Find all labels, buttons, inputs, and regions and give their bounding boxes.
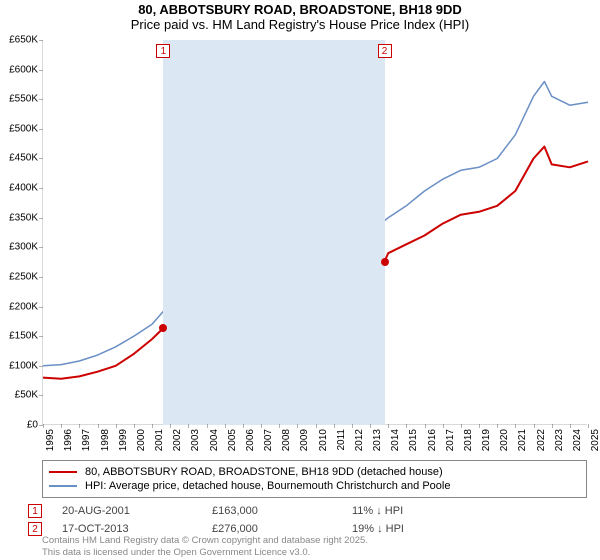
y-tick-label: £250K [9,271,38,282]
x-tick-label: 2022 [536,429,547,451]
x-tick-label: 2020 [499,429,510,451]
chart-subtitle: Price paid vs. HM Land Registry's House … [0,17,600,32]
x-tick-label: 1999 [118,429,129,451]
y-tick-label: £200K [9,301,38,312]
x-tick-label: 2019 [481,429,492,451]
sale-date-2: 17-OCT-2013 [62,523,212,535]
sale-marker-1: 1 [156,44,170,58]
x-tick-label: 2004 [209,429,220,451]
y-tick-label: £600K [9,64,38,75]
sale-marker-box-2: 2 [28,522,42,536]
x-tick-label: 2017 [445,429,456,451]
sale-record-1: 1 20-AUG-2001 £163,000 11% ↓ HPI [28,502,586,520]
sale-price-2: £276,000 [212,523,352,535]
x-tick-label: 2012 [354,429,365,451]
sale-records: 1 20-AUG-2001 £163,000 11% ↓ HPI 2 17-OC… [28,502,586,538]
x-tick-label: 2023 [554,429,565,451]
legend-row-price-paid: 80, ABBOTSBURY ROAD, BROADSTONE, BH18 9D… [49,465,580,479]
x-tick-label: 2018 [463,429,474,451]
sale-marker-2: 2 [378,44,392,58]
legend-box: 80, ABBOTSBURY ROAD, BROADSTONE, BH18 9D… [42,460,587,498]
x-tick-label: 2024 [572,429,583,451]
legend-label-hpi: HPI: Average price, detached house, Bour… [85,480,450,492]
x-tick-label: 1998 [100,429,111,451]
title-block: 80, ABBOTSBURY ROAD, BROADSTONE, BH18 9D… [0,0,600,32]
x-tick-label: 2000 [136,429,147,451]
sale-delta-2: 19% ↓ HPI [352,523,472,535]
x-tick-label: 1997 [81,429,92,451]
x-tick-label: 2009 [299,429,310,451]
x-tick-label: 2021 [517,429,528,451]
chart-title-address: 80, ABBOTSBURY ROAD, BROADSTONE, BH18 9D… [0,2,600,17]
x-tick-label: 2002 [172,429,183,451]
x-tick-label: 2007 [263,429,274,451]
y-tick-label: £350K [9,212,38,223]
sale-dot-1 [159,324,167,332]
x-axis: 1995 1996 1997 1998 1999 2000 2001 2002 2003 2004… [42,425,587,455]
y-tick-label: £300K [9,242,38,253]
x-tick-label: 2005 [227,429,238,451]
x-tick-label: 2006 [245,429,256,451]
sale-dot-2 [381,258,389,266]
plot-area: 12 [42,40,587,425]
y-tick-label: £100K [9,360,38,371]
y-axis: £0£50K£100K£150K£200K£250K£300K£350K£400… [0,40,42,425]
legend-label-price-paid: 80, ABBOTSBURY ROAD, BROADSTONE, BH18 9D… [85,466,443,478]
x-tick-label: 2008 [281,429,292,451]
x-tick-label: 2013 [372,429,383,451]
legend-swatch-hpi [49,485,77,487]
x-tick-label: 2015 [408,429,419,451]
chart-container: 80, ABBOTSBURY ROAD, BROADSTONE, BH18 9D… [0,0,600,560]
legend-swatch-price-paid [49,471,77,473]
x-tick-label: 2025 [590,429,600,451]
y-tick-label: £650K [9,35,38,46]
x-tick-label: 1996 [63,429,74,451]
attribution-text: Contains HM Land Registry data © Crown c… [42,535,368,558]
x-tick-label: 2001 [154,429,165,451]
y-tick-label: £550K [9,94,38,105]
y-tick-label: £0 [27,420,38,431]
sale-marker-box-1: 1 [28,504,42,518]
y-tick-label: £150K [9,331,38,342]
x-tick-label: 2003 [190,429,201,451]
attribution-line1: Contains HM Land Registry data © Crown c… [42,535,368,546]
chart-area: 12 [42,40,587,425]
sale-date-1: 20-AUG-2001 [62,505,212,517]
x-tick-label: 2011 [336,429,347,451]
y-tick-label: £500K [9,123,38,134]
x-tick-label: 1995 [45,429,56,451]
sale-price-1: £163,000 [212,505,352,517]
y-tick-label: £450K [9,153,38,164]
attribution-line2: This data is licensed under the Open Gov… [42,547,368,558]
x-tick-label: 2016 [427,429,438,451]
sale-delta-1: 11% ↓ HPI [352,505,472,517]
y-tick-label: £50K [15,390,38,401]
legend-row-hpi: HPI: Average price, detached house, Bour… [49,479,580,493]
y-tick-label: £400K [9,183,38,194]
x-tick-label: 2014 [390,429,401,451]
x-tick-label: 2010 [318,429,329,451]
highlight-band [163,40,384,425]
